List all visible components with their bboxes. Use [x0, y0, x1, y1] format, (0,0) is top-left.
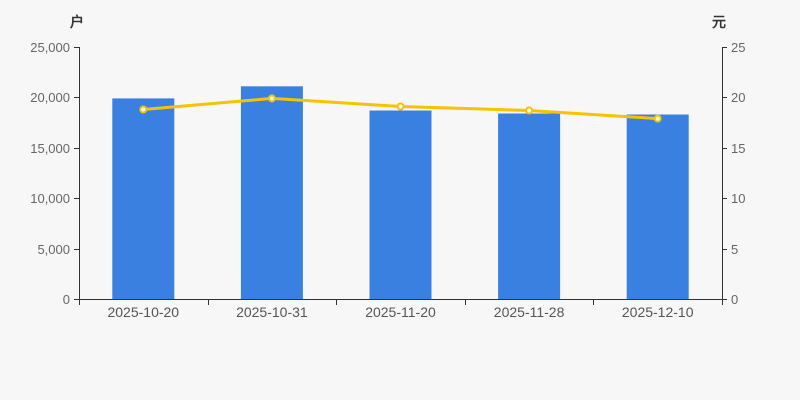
x-axis-category-label: 2025-12-10 [622, 304, 694, 320]
right-axis-tick-label: 0 [731, 292, 738, 307]
x-axis-category-label: 2025-11-28 [494, 304, 565, 320]
right-axis-tick-label: 15 [731, 141, 745, 156]
left-axis-tick-label: 15,000 [30, 141, 70, 156]
right-axis-tick-label: 5 [731, 242, 738, 257]
x-axis-category-label: 2025-11-20 [365, 304, 436, 320]
right-axis-tick-label: 10 [731, 191, 745, 206]
left-axis-tick-label: 5,000 [37, 242, 70, 257]
bar-2025-10-20[interactable] [112, 98, 175, 300]
right-axis-tick-label: 25 [731, 40, 745, 55]
x-axis-category-label: 2025-10-20 [107, 304, 179, 320]
left-axis-tick-label: 0 [63, 292, 70, 307]
line-point-2025-11-28[interactable] [525, 106, 534, 115]
right-axis-unit-label: 元 [712, 14, 726, 30]
line-point-2025-10-31[interactable] [267, 94, 276, 103]
bar-2025-11-28[interactable] [498, 113, 561, 300]
line-point-2025-12-10[interactable] [653, 114, 662, 123]
bar-2025-10-31[interactable] [240, 86, 303, 299]
line-point-2025-11-20[interactable] [396, 102, 405, 111]
bar-2025-11-20[interactable] [369, 110, 432, 300]
left-axis-tick-label: 20,000 [30, 90, 70, 105]
line-point-2025-10-20[interactable] [139, 105, 148, 114]
left-axis-tick-label: 10,000 [30, 191, 70, 206]
right-axis-tick-label: 20 [731, 90, 745, 105]
left-axis-tick-label: 25,000 [30, 40, 70, 55]
bar-2025-12-10[interactable] [626, 114, 689, 300]
axis-frame [79, 47, 723, 300]
left-axis-unit-label: 户 [70, 14, 84, 30]
x-axis-category-label: 2025-10-31 [236, 304, 308, 320]
